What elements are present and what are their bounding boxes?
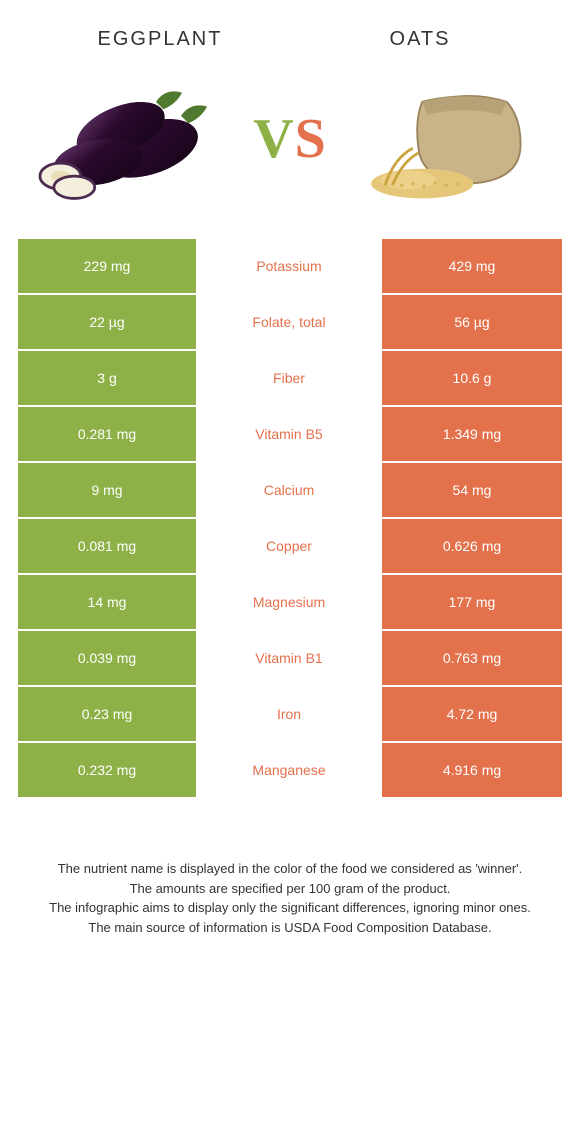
nutrient-name: Potassium [198,239,382,295]
nutrient-name: Copper [198,519,382,575]
value-a: 0.232 mg [18,743,198,799]
nutrient-row: 0.281 mgVitamin B51.349 mg [18,407,562,463]
nutrient-name: Vitamin B5 [198,407,382,463]
footnote-line: The infographic aims to display only the… [30,898,550,918]
value-a: 3 g [18,351,198,407]
vs-s: S [295,108,327,170]
value-b: 4.72 mg [382,687,562,743]
vs-label: VS [230,107,350,171]
nutrient-row: 0.039 mgVitamin B10.763 mg [18,631,562,687]
nutrient-row: 0.081 mgCopper0.626 mg [18,519,562,575]
nutrient-row: 9 mgCalcium54 mg [18,463,562,519]
nutrient-row: 0.23 mgIron4.72 mg [18,687,562,743]
footnote-line: The amounts are specified per 100 gram o… [30,879,550,899]
vs-v: V [253,108,294,170]
footnote-line: The main source of information is USDA F… [30,918,550,938]
value-a: 229 mg [18,239,198,295]
nutrient-name: Fiber [198,351,382,407]
nutrient-name: Iron [198,687,382,743]
value-a: 0.281 mg [18,407,198,463]
footnotes: The nutrient name is displayed in the co… [0,799,580,967]
value-a: 22 µg [18,295,198,351]
value-a: 9 mg [18,463,198,519]
food-headings: Eggplant Oats [0,0,580,59]
value-a: 14 mg [18,575,198,631]
nutrient-row: 22 µgFolate, total56 µg [18,295,562,351]
value-b: 429 mg [382,239,562,295]
nutrient-row: 229 mgPotassium429 mg [18,239,562,295]
nutrient-name: Calcium [198,463,382,519]
hero-row: VS [0,59,580,239]
value-a: 0.039 mg [18,631,198,687]
value-b: 4.916 mg [382,743,562,799]
nutrient-name: Vitamin B1 [198,631,382,687]
value-b: 1.349 mg [382,407,562,463]
nutrient-name: Magnesium [198,575,382,631]
food-b-image [350,69,550,209]
value-a: 0.23 mg [18,687,198,743]
value-b: 56 µg [382,295,562,351]
nutrient-name: Folate, total [198,295,382,351]
nutrient-name: Manganese [198,743,382,799]
value-b: 177 mg [382,575,562,631]
food-b-title: Oats [290,28,550,51]
value-b: 0.626 mg [382,519,562,575]
nutrient-row: 0.232 mgManganese4.916 mg [18,743,562,799]
food-a-title: Eggplant [30,28,290,51]
nutrient-table: 229 mgPotassium429 mg22 µgFolate, total5… [18,239,562,799]
food-a-image [30,69,230,209]
nutrient-row: 3 gFiber10.6 g [18,351,562,407]
value-a: 0.081 mg [18,519,198,575]
comparison-infographic: Eggplant Oats [0,0,580,967]
value-b: 54 mg [382,463,562,519]
nutrient-row: 14 mgMagnesium177 mg [18,575,562,631]
value-b: 0.763 mg [382,631,562,687]
value-b: 10.6 g [382,351,562,407]
footnote-line: The nutrient name is displayed in the co… [30,859,550,879]
